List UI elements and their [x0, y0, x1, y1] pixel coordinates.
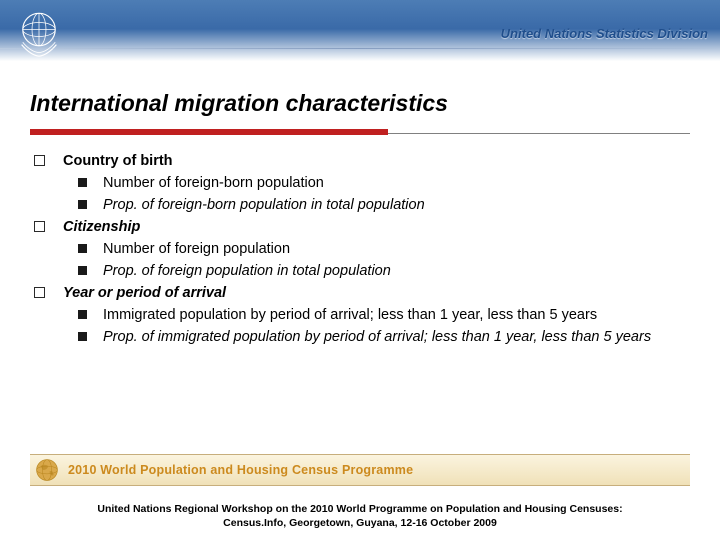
solid-square-bullet-icon — [78, 244, 87, 253]
title-rule — [30, 129, 690, 137]
lvl2-text: Number of foreign-born population — [103, 173, 686, 194]
lvl1-heading: Country of birth — [63, 151, 173, 172]
lvl2-text: Prop. of foreign population in total pop… — [103, 261, 686, 282]
rule-red — [30, 129, 388, 135]
list-item-lvl1: Country of birth — [34, 151, 686, 172]
lvl2-text: Prop. of foreign-born population in tota… — [103, 195, 686, 216]
lvl1-heading: Year or period of arrival — [63, 283, 226, 304]
header-divider — [0, 48, 720, 49]
list-item-lvl2: Prop. of foreign population in total pop… — [78, 261, 686, 282]
hollow-square-bullet-icon — [34, 155, 45, 166]
lvl2-text: Number of foreign population — [103, 239, 686, 260]
list-item-lvl1: Year or period of arrival — [34, 283, 686, 304]
rule-gray — [388, 133, 690, 134]
list-item-lvl1: Citizenship — [34, 217, 686, 238]
list-item-lvl2: Prop. of immigrated population by period… — [78, 327, 686, 348]
lvl2-text: Immigrated population by period of arriv… — [103, 305, 686, 326]
footer-caption-line1: United Nations Regional Workshop on the … — [0, 502, 720, 516]
list-item-lvl2: Number of foreign-born population — [78, 173, 686, 194]
lvl2-text: Prop. of immigrated population by period… — [103, 327, 686, 348]
list-item-lvl2: Immigrated population by period of arriv… — [78, 305, 686, 326]
solid-square-bullet-icon — [78, 310, 87, 319]
footer-caption: United Nations Regional Workshop on the … — [0, 502, 720, 530]
hollow-square-bullet-icon — [34, 221, 45, 232]
solid-square-bullet-icon — [78, 266, 87, 275]
division-label: United Nations Statistics Division — [501, 26, 708, 41]
content-area: Country of birthNumber of foreign-born p… — [0, 137, 720, 348]
solid-square-bullet-icon — [78, 332, 87, 341]
solid-square-bullet-icon — [78, 178, 87, 187]
header-bar: United Nations Statistics Division — [0, 0, 720, 72]
lvl1-heading: Citizenship — [63, 217, 140, 238]
list-item-lvl2: Number of foreign population — [78, 239, 686, 260]
hollow-square-bullet-icon — [34, 287, 45, 298]
solid-square-bullet-icon — [78, 200, 87, 209]
slide-title: International migration characteristics — [30, 90, 690, 117]
globe-icon — [34, 457, 60, 483]
footer-band-text: 2010 World Population and Housing Census… — [68, 463, 413, 477]
un-emblem-icon — [10, 4, 68, 62]
list-item-lvl2: Prop. of foreign-born population in tota… — [78, 195, 686, 216]
title-area: International migration characteristics — [0, 72, 720, 123]
footer-caption-line2: Census.Info, Georgetown, Guyana, 12-16 O… — [0, 516, 720, 530]
footer-band: 2010 World Population and Housing Census… — [30, 454, 690, 486]
